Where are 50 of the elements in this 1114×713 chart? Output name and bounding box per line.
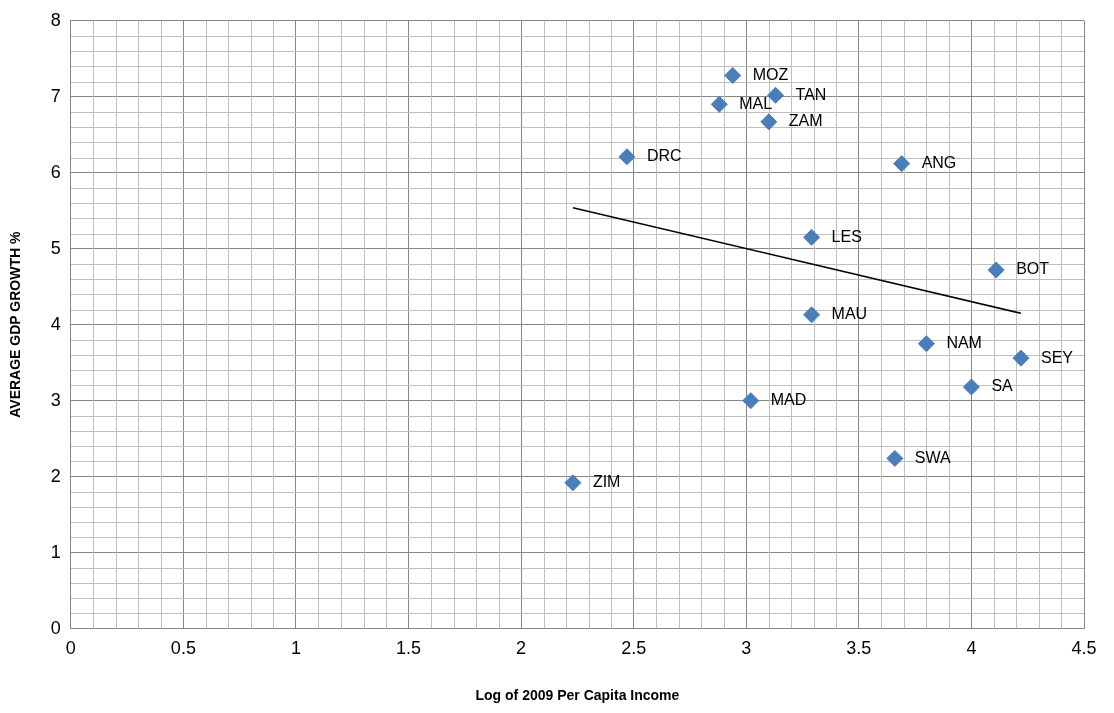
annotation: ANG — [921, 154, 957, 172]
y-tick-label: 0 — [50, 617, 61, 638]
y-tick-label: 2 — [50, 465, 61, 486]
point — [917, 335, 935, 353]
x-tick-label: 1 — [290, 638, 301, 659]
point — [1012, 349, 1030, 367]
x-axis-title: Log of 2009 Per Capita Income — [475, 687, 680, 704]
point — [962, 378, 980, 396]
annotation: SEY — [1040, 348, 1074, 366]
x-tick-label: 0 — [65, 638, 76, 659]
annotation: MAU — [831, 305, 868, 323]
annotation: BOT — [1016, 260, 1050, 278]
point — [618, 148, 636, 166]
point — [760, 113, 778, 131]
x-tick-label: 2 — [516, 638, 527, 659]
x-tick-label: 0.5 — [170, 638, 196, 659]
y-tick-label: 3 — [50, 389, 61, 410]
annotation: DRC — [646, 147, 682, 165]
point — [893, 155, 911, 173]
annotation: ZIM — [592, 473, 621, 491]
annotation: LES — [831, 227, 862, 245]
annotation: MAD — [770, 391, 807, 409]
point — [724, 67, 742, 84]
point — [886, 449, 904, 467]
y-tick-label: 5 — [50, 237, 61, 258]
x-tick-label: 2.5 — [621, 638, 647, 659]
annotation: SA — [991, 377, 1014, 395]
annotation: ZAM — [788, 112, 823, 130]
y-tick-label: 4 — [50, 313, 61, 334]
x-tick-label: 3.5 — [846, 638, 872, 659]
annotation: NAM — [946, 334, 982, 352]
y-tick-label: 1 — [50, 541, 61, 562]
point — [564, 474, 582, 492]
y-tick-label: 6 — [50, 161, 61, 182]
annotation: SWA — [914, 448, 952, 466]
point — [803, 306, 821, 324]
point — [742, 392, 760, 410]
y-tick-label: 7 — [50, 85, 61, 106]
x-tick-label: 3 — [741, 638, 752, 659]
x-tick-label: 4 — [966, 638, 977, 659]
y-axis-title: AVERAGE GDP GROWTH % — [7, 231, 24, 418]
annotation: MAL — [739, 94, 773, 112]
x-tick-label: 1.5 — [396, 638, 422, 659]
point — [803, 228, 821, 246]
annotation: TAN — [795, 85, 827, 103]
point — [987, 261, 1005, 279]
annotation: MOZ — [752, 65, 789, 83]
x-tick-label: 4.5 — [1071, 638, 1097, 659]
y-tick-label: 8 — [50, 9, 61, 30]
point — [710, 95, 728, 113]
